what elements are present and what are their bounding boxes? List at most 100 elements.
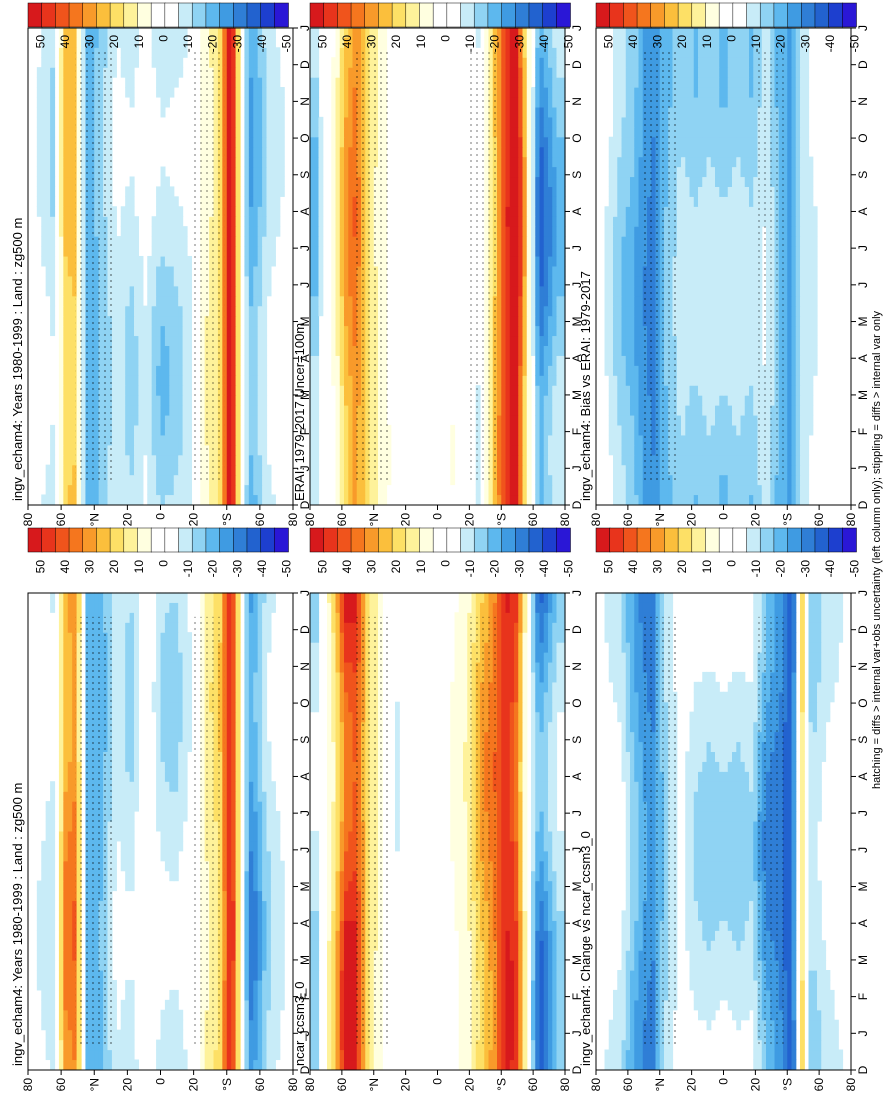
- heatmap-cell: [505, 424, 511, 436]
- heatmap-cell: [270, 246, 276, 257]
- heatmap-cell: [103, 494, 109, 505]
- heatmap-cell: [125, 305, 131, 317]
- heatmap-cell: [800, 405, 805, 416]
- heatmap-cell: [63, 414, 69, 426]
- heatmap-cell: [160, 186, 166, 197]
- heatmap-cell: [604, 305, 610, 317]
- heatmap-cell: [808, 395, 814, 406]
- heatmap-cell: [749, 385, 754, 396]
- heatmap-cell: [344, 375, 349, 386]
- heatmap-cell: [72, 37, 78, 48]
- heatmap-cell: [604, 246, 610, 257]
- heatmap-cell: [58, 246, 64, 257]
- heatmap-cell: [253, 77, 259, 88]
- heatmap-cell: [552, 385, 558, 396]
- heatmap-cell: [348, 474, 354, 486]
- heatmap-cell: [111, 454, 117, 466]
- heatmap-cell: [257, 434, 263, 446]
- heatmap-cell: [526, 345, 532, 356]
- heatmap-cell: [522, 494, 528, 505]
- heatmap-cell: [518, 295, 524, 307]
- heatmap-cell: [339, 494, 345, 505]
- heatmap-cell: [310, 414, 315, 426]
- heatmap-cell: [723, 454, 729, 466]
- heatmap-cell: [310, 265, 315, 277]
- heatmap-cell: [235, 206, 241, 217]
- heatmap-cell: [800, 474, 805, 486]
- heatmap-cell: [142, 395, 148, 406]
- heatmap-cell: [539, 216, 545, 227]
- heatmap-cell: [548, 414, 553, 426]
- heatmap-cell: [348, 315, 354, 327]
- heatmap-cell: [63, 166, 69, 178]
- heatmap-cell: [522, 414, 528, 426]
- heatmap-cell: [556, 484, 562, 496]
- heatmap-cell: [226, 176, 232, 187]
- heatmap-cell: [613, 464, 618, 476]
- heatmap-cell: [535, 434, 541, 446]
- heatmap-cell: [522, 96, 528, 108]
- heatmap-cell: [58, 156, 64, 168]
- heatmap-cell: [501, 325, 507, 337]
- heatmap-cell: [339, 87, 345, 98]
- heatmap-cell: [736, 414, 742, 426]
- heatmap-cell: [58, 355, 64, 366]
- heatmap-cell: [142, 335, 148, 346]
- heatmap-cell: [501, 414, 507, 426]
- heatmap-cell: [235, 325, 241, 337]
- heatmap-cell: [339, 136, 345, 148]
- heatmap-cell: [344, 474, 349, 486]
- heatmap-cell: [36, 136, 42, 148]
- heatmap-cell: [344, 484, 349, 496]
- heatmap-cell: [556, 116, 562, 128]
- heatmap-cell: [63, 67, 69, 78]
- heatmap-cell: [715, 474, 720, 486]
- heatmap-cell: [231, 146, 237, 158]
- heatmap-cell: [244, 236, 250, 247]
- heatmap-cell: [160, 265, 166, 277]
- heatmap-cell: [501, 474, 507, 486]
- heatmap-cell: [526, 424, 532, 436]
- heatmap-cell: [732, 375, 737, 386]
- heatmap-cell: [314, 166, 320, 178]
- heatmap-cell: [138, 345, 144, 356]
- heatmap-cell: [63, 434, 69, 446]
- heatmap-cell: [226, 246, 232, 257]
- heatmap-cell: [539, 67, 545, 78]
- heatmap-cell: [169, 474, 175, 486]
- heatmap-cell: [548, 57, 553, 68]
- heatmap-cell: [344, 414, 349, 426]
- heatmap-cell: [331, 146, 337, 158]
- heatmap-cell: [67, 67, 73, 78]
- heatmap-cell: [608, 315, 614, 327]
- heatmap-cell: [378, 494, 383, 505]
- heatmap-cell: [178, 325, 184, 337]
- heatmap-cell: [505, 37, 511, 48]
- heatmap-cell: [501, 265, 507, 277]
- heatmap-cell: [266, 146, 272, 158]
- heatmap-cell: [710, 295, 716, 307]
- heatmap-cell: [625, 405, 631, 416]
- heatmap-cell: [526, 484, 532, 496]
- heatmap-cell: [749, 325, 754, 337]
- heatmap-cell: [116, 434, 122, 446]
- heatmap-cell: [501, 295, 507, 307]
- heatmap-cell: [45, 255, 51, 267]
- heatmap-cell: [791, 444, 797, 456]
- heatmap-cell: [501, 246, 507, 257]
- heatmap-cell: [275, 67, 281, 78]
- heatmap-cell: [310, 454, 315, 466]
- heatmap-cell: [134, 236, 140, 247]
- heatmap-cell: [335, 365, 341, 376]
- heatmap-cell: [275, 57, 281, 68]
- heatmap-cell: [659, 494, 665, 505]
- heatmap-cell: [804, 335, 810, 346]
- heatmap-cell: [310, 116, 315, 128]
- heatmap-cell: [235, 106, 241, 118]
- heatmap-cell: [125, 295, 131, 307]
- heatmap-cell: [634, 335, 640, 346]
- heatmap-cell: [98, 484, 104, 496]
- heatmap-cell: [63, 196, 69, 207]
- heatmap-cell: [795, 295, 801, 307]
- heatmap-cell: [310, 255, 315, 267]
